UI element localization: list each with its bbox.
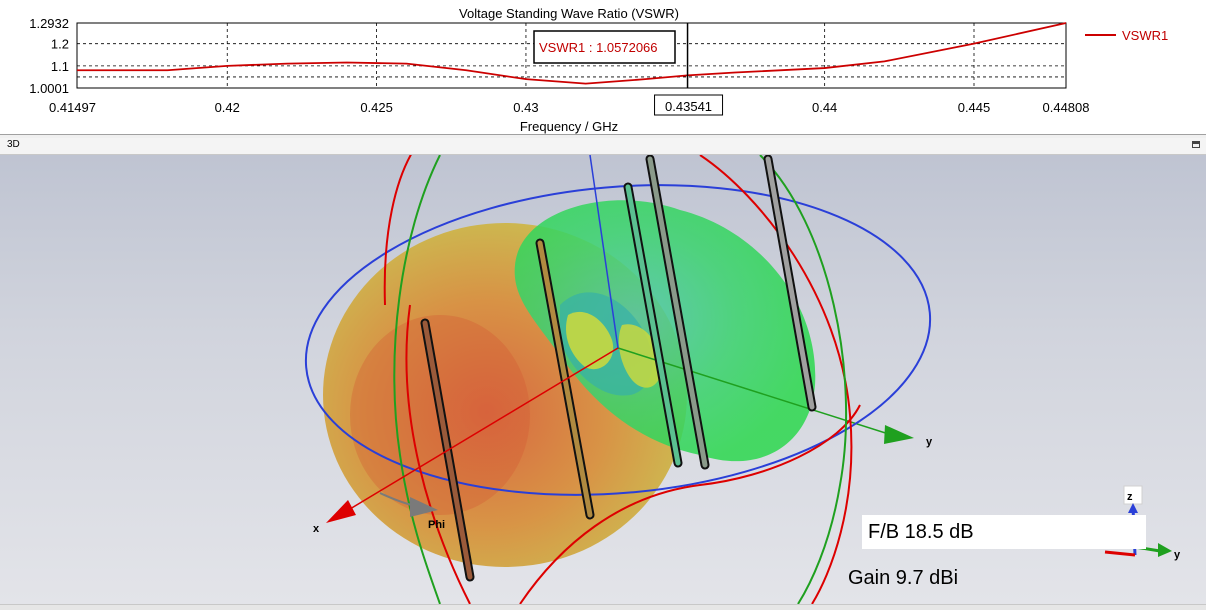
view-3d-canvas[interactable]: y x <box>0 155 1206 604</box>
z-axis <box>589 155 619 349</box>
y-tick-label: 1.2 <box>51 37 69 52</box>
x-ring-right <box>699 155 853 604</box>
x-tick-label: 0.43 <box>513 100 538 115</box>
triad-z-label: z <box>1127 491 1133 503</box>
x-tick-label: 0.425 <box>360 100 393 115</box>
x-tick-label: 0.445 <box>958 100 991 115</box>
triad-y-label: y <box>1174 549 1181 561</box>
y-ring-left <box>393 155 441 604</box>
bottom-bar <box>0 604 1206 610</box>
x-ring-left-lower <box>405 304 471 604</box>
farfield-pattern-scene[interactable]: y x <box>0 155 1206 604</box>
y-tick-label: 1.1 <box>51 59 69 74</box>
front-to-back-text: F/B 18.5 dB <box>868 521 974 543</box>
theta-ring <box>304 184 932 496</box>
vswr-chart: Voltage Standing Wave Ratio (VSWR) 1.293… <box>29 6 1168 134</box>
phi-label: Phi <box>428 519 445 531</box>
x-axis-label: Frequency / GHz <box>520 119 618 134</box>
marker-value-label: VSWR1 : 1.0572066 <box>539 40 658 55</box>
x-tick-label: 0.44808 <box>1043 100 1090 115</box>
marker-x-box <box>654 94 724 116</box>
y-axis-label: y <box>926 436 933 448</box>
y-tick-label: 1.2932 <box>29 16 69 31</box>
phi-arrow: Phi <box>379 492 445 531</box>
front-to-back-box: F/B 18.5 dB <box>862 515 1146 549</box>
marker-x-label: 0.43541 <box>665 99 712 114</box>
gain-text: Gain 9.7 dBi <box>848 567 959 589</box>
series-line-vswr1 <box>77 22 1067 85</box>
maximize-icon[interactable] <box>1192 141 1200 148</box>
plot-area: 1.2932 1.2 1.1 1.0001 0.41497 0.42 0.425 0.43 0.… <box>29 16 1090 116</box>
view-3d-header: 3D <box>0 138 1206 155</box>
x-ring-left <box>383 155 412 306</box>
y-ring-right <box>759 155 848 604</box>
x-axis: x <box>313 347 619 535</box>
vswr-chart-panel: Voltage Standing Wave Ratio (VSWR) 1.293… <box>0 0 1206 135</box>
x-tick-label: 0.44 <box>812 100 837 115</box>
x-axis-label: x <box>313 523 320 535</box>
x-tick-label: 0.41497 <box>49 100 96 115</box>
legend-label: VSWR1 <box>1122 28 1168 43</box>
x-ring-lower <box>519 404 861 604</box>
view-3d-title: 3D <box>7 139 20 150</box>
y-tick-label: 1.0001 <box>29 81 69 96</box>
chart-title: Voltage Standing Wave Ratio (VSWR) <box>459 6 679 21</box>
marker-value-box <box>533 30 676 64</box>
x-tick-label: 0.42 <box>215 100 240 115</box>
